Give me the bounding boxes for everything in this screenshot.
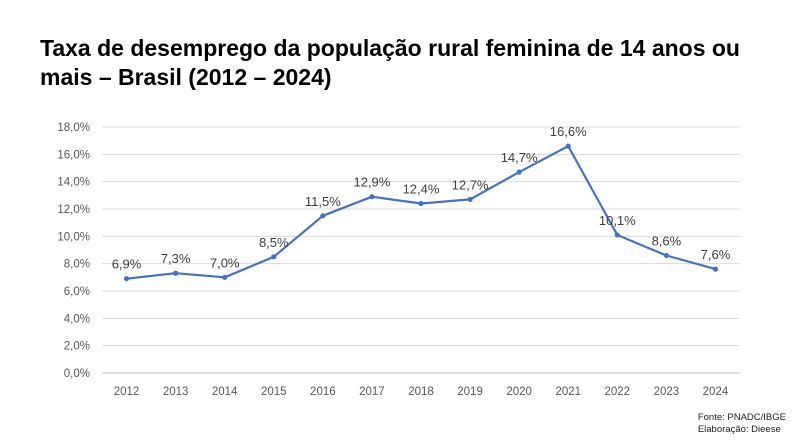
data-points bbox=[123, 143, 719, 282]
data-label: 8,5% bbox=[259, 235, 289, 250]
data-label: 8,6% bbox=[652, 233, 682, 248]
data-label: 11,5% bbox=[305, 194, 341, 209]
y-tick-label: 0,0% bbox=[64, 368, 90, 380]
y-tick-label: 16,0% bbox=[57, 149, 90, 161]
source-text: Fonte: PNADC/IBGE bbox=[697, 412, 786, 423]
y-tick-label: 8,0% bbox=[64, 259, 90, 271]
y-tick-label: 4,0% bbox=[64, 313, 90, 325]
data-point bbox=[173, 270, 179, 276]
data-label: 6,9% bbox=[112, 257, 142, 272]
y-tick-label: 10,0% bbox=[57, 231, 90, 243]
source-note: Fonte: PNADC/IBGE Elaboração: Dieese bbox=[698, 412, 786, 436]
data-point bbox=[467, 196, 473, 203]
gridlines bbox=[102, 126, 740, 374]
data-label: 7,3% bbox=[161, 251, 191, 266]
x-tick-label: 2014 bbox=[212, 386, 238, 398]
x-tick-label: 2023 bbox=[654, 386, 680, 398]
y-axis-labels: 0,0% 2,0% 4,0% 6,0% 8,0% 10,0% 12,0% 14,0% 16,0%… bbox=[57, 122, 90, 380]
data-label: 12,7% bbox=[452, 177, 489, 192]
x-tick-label: 2018 bbox=[408, 386, 434, 398]
x-tick-label: 2013 bbox=[163, 386, 189, 398]
data-point bbox=[516, 169, 522, 175]
data-point bbox=[271, 254, 277, 260]
data-point bbox=[418, 200, 424, 207]
y-tick-label: 14,0% bbox=[57, 177, 90, 189]
data-label: 7,6% bbox=[701, 247, 731, 262]
x-axis-labels: 2012 2013 2014 2015 2016 2017 2018 2019 2020 2021… bbox=[114, 386, 729, 398]
x-tick-label: 2024 bbox=[703, 386, 729, 398]
data-label: 14,7% bbox=[501, 150, 538, 165]
data-label: 12,4% bbox=[403, 182, 440, 197]
data-point bbox=[663, 252, 669, 259]
x-tick-label: 2019 bbox=[457, 386, 483, 398]
data-point bbox=[614, 232, 620, 238]
data-point bbox=[712, 266, 719, 272]
elaboration-text: Elaboração: Dieese bbox=[697, 424, 781, 435]
chart-title: Taxa de desemprego da população rural fe… bbox=[40, 35, 740, 90]
x-tick-label: 2020 bbox=[506, 386, 532, 398]
data-point bbox=[320, 213, 326, 219]
data-point bbox=[123, 276, 130, 282]
x-tick-label: 2022 bbox=[605, 386, 631, 398]
x-tick-label: 2015 bbox=[261, 386, 287, 398]
data-point bbox=[565, 143, 571, 149]
data-point bbox=[369, 194, 375, 200]
data-labels: 6,9% 7,3% 7,0% 8,5% 11,5% 12,9% 12,4% 12,7% 14,7… bbox=[112, 124, 731, 272]
x-tick-label: 2012 bbox=[114, 386, 140, 398]
x-tick-label: 2016 bbox=[310, 386, 336, 398]
data-point bbox=[222, 274, 228, 280]
x-tick-label: 2021 bbox=[555, 386, 581, 398]
data-label: 16,6% bbox=[550, 124, 587, 139]
data-label: 7,0% bbox=[210, 255, 240, 270]
data-label: 10,1% bbox=[599, 213, 636, 228]
y-tick-label: 2,0% bbox=[64, 341, 90, 353]
y-tick-label: 12,0% bbox=[57, 204, 90, 216]
y-tick-label: 18,0% bbox=[57, 122, 90, 134]
y-tick-label: 6,0% bbox=[64, 286, 90, 298]
x-tick-label: 2017 bbox=[359, 386, 385, 398]
data-label: 12,9% bbox=[353, 175, 390, 190]
